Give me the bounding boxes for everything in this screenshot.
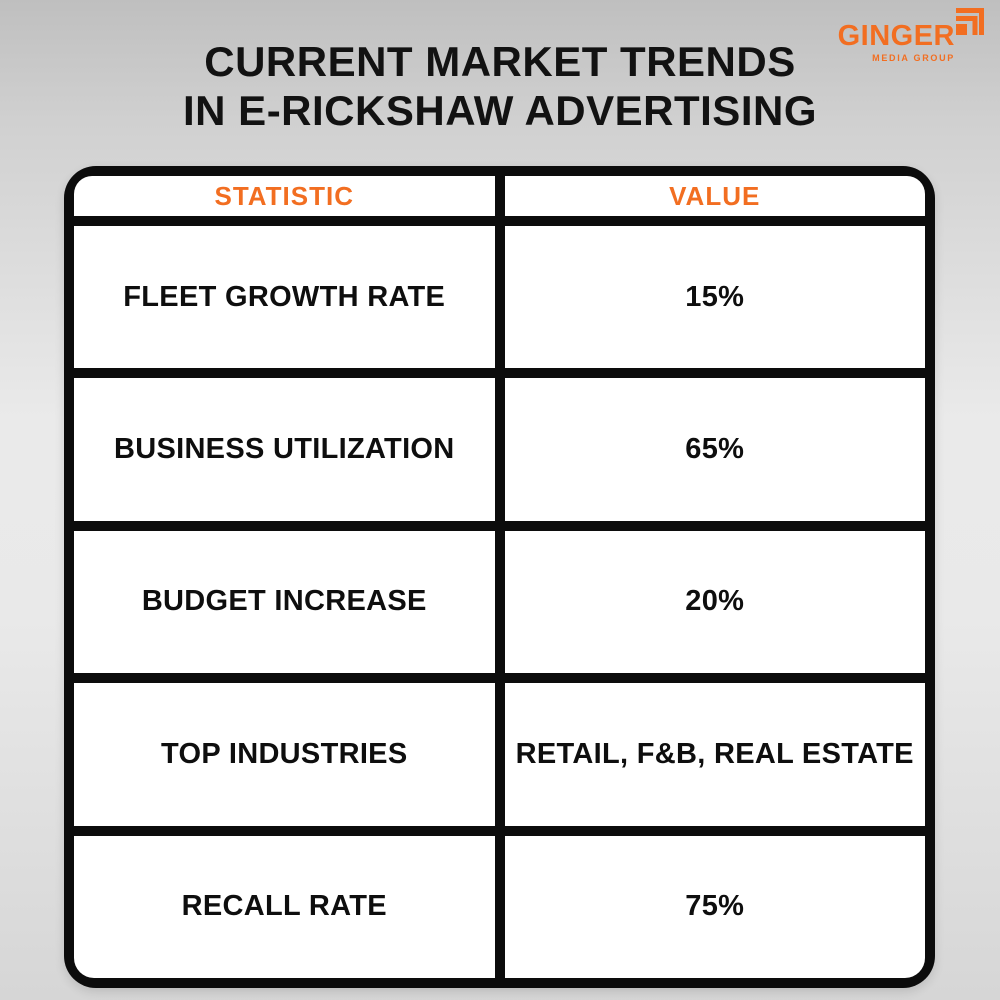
- page-title-line2: IN E-RICKSHAW ADVERTISING: [183, 86, 817, 134]
- stat-cell-fleet-growth-rate: FLEET GROWTH RATE: [74, 226, 495, 369]
- brand-tagline: MEDIA GROUP: [872, 53, 955, 63]
- brand-logo: GINGER MEDIA GROUP: [838, 8, 984, 63]
- column-header-value: VALUE: [504, 176, 925, 216]
- stat-cell-top-industries: TOP INDUSTRIES: [74, 683, 495, 826]
- brand-logo-text: GINGER MEDIA GROUP: [837, 20, 955, 64]
- nested-corner-squares-icon: [956, 8, 984, 35]
- page-title-line1: CURRENT MARKET TRENDS: [204, 38, 796, 85]
- value-cell-budget-increase: 20%: [504, 530, 925, 674]
- stat-cell-business-utilization: BUSINESS UTILIZATION: [74, 378, 495, 521]
- column-header-statistic: STATISTIC: [74, 176, 495, 216]
- stats-table: STATISTIC VALUE FLEET GROWTH RATE 15% BU…: [64, 166, 935, 988]
- page-title: CURRENT MARKET TRENDS IN E-RICKSHAW ADVE…: [0, 38, 1000, 135]
- value-cell-recall-rate: 75%: [504, 835, 925, 978]
- value-cell-fleet-growth-rate: 15%: [504, 226, 925, 369]
- brand-name: GINGER: [837, 20, 955, 52]
- value-cell-business-utilization: 65%: [504, 378, 925, 521]
- value-cell-top-industries: RETAIL, F&B, REAL ESTATE: [504, 683, 925, 826]
- stat-cell-budget-increase: BUDGET INCREASE: [74, 530, 495, 674]
- stat-cell-recall-rate: RECALL RATE: [74, 835, 495, 978]
